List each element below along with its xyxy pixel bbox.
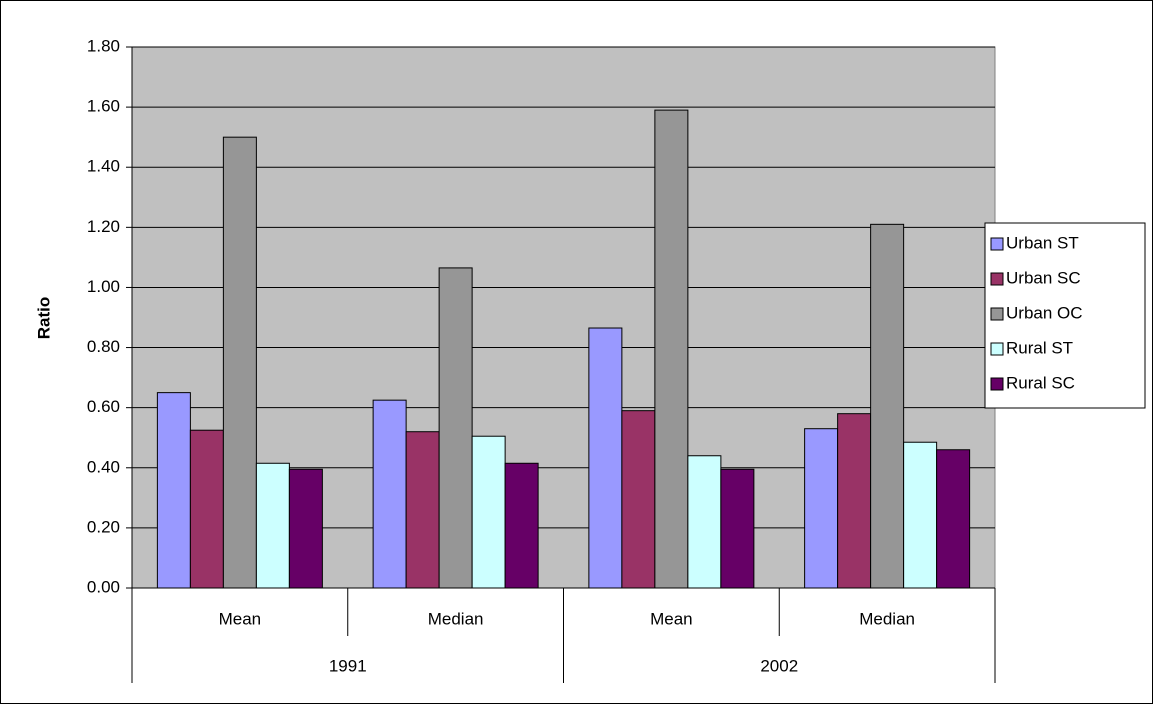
bar [588, 327, 623, 589]
bar [438, 267, 473, 589]
bar [222, 136, 257, 589]
y-tick-label: 1.00 [87, 277, 120, 296]
bar [471, 435, 506, 589]
bar [156, 392, 191, 589]
bar [720, 468, 755, 589]
x-group-label: 2002 [760, 656, 798, 675]
legend-label: Urban ST [1006, 233, 1079, 252]
legend-label: Urban SC [1006, 268, 1081, 287]
bar [804, 428, 839, 589]
legend-swatch [990, 237, 1004, 251]
x-tick-label: Median [428, 609, 484, 628]
legend-swatch [990, 307, 1004, 321]
bar [255, 462, 290, 589]
bar [870, 223, 905, 589]
y-tick-label: 0.00 [87, 577, 120, 596]
x-tick-label: Mean [219, 609, 262, 628]
legend-label: Urban OC [1006, 303, 1083, 322]
bar [621, 410, 656, 589]
bar [903, 441, 938, 589]
legend-swatch [990, 377, 1004, 391]
y-axis-title: Ratio [34, 297, 53, 340]
y-tick-label: 0.80 [87, 337, 120, 356]
x-tick-label: Median [859, 609, 915, 628]
legend-swatch [990, 342, 1004, 356]
y-tick-label: 1.20 [87, 217, 120, 236]
bar [405, 431, 440, 589]
y-tick-label: 0.40 [87, 457, 120, 476]
legend-label: Rural SC [1006, 373, 1075, 392]
bar [288, 468, 323, 589]
bar [687, 455, 722, 589]
bar [936, 449, 971, 589]
y-tick-label: 0.60 [87, 397, 120, 416]
bar [654, 109, 689, 589]
legend-label: Rural ST [1006, 338, 1073, 357]
bar [504, 462, 539, 589]
x-group-label: 1991 [329, 656, 367, 675]
legend-swatch [990, 272, 1004, 286]
y-tick-label: 1.40 [87, 157, 120, 176]
y-tick-label: 1.60 [87, 97, 120, 116]
bar [372, 399, 407, 589]
y-tick-label: 0.20 [87, 517, 120, 536]
x-tick-label: Mean [650, 609, 693, 628]
legend-box [984, 222, 1146, 409]
bar [837, 413, 872, 589]
bar [189, 429, 224, 589]
y-tick-label: 1.80 [87, 36, 120, 55]
